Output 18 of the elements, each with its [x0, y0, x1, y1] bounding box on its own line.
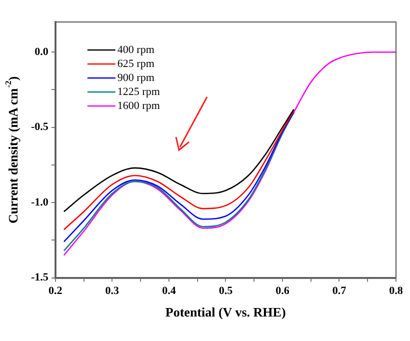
legend-label: 400 rpm [117, 44, 155, 56]
x-axis-title: Potential (V vs. RHE) [165, 304, 286, 320]
x-tick-label: 0.6 [276, 285, 290, 298]
legend-label: 1600 rpm [117, 100, 160, 112]
y-tick-label: -0.5 [30, 121, 49, 134]
y-tick-label: -1.5 [30, 272, 49, 284]
legend-label: 900 rpm [117, 72, 155, 84]
x-tick-label: 0.4 [162, 285, 176, 298]
y-tick-label: -1.0 [30, 196, 49, 208]
x-tick-label: 0.2 [48, 285, 63, 298]
x-tick-label: 0.7 [332, 285, 347, 298]
x-tick-label: 0.5 [218, 285, 234, 298]
legend-label: 625 rpm [117, 58, 155, 70]
x-tick-label: 0.8 [389, 285, 404, 298]
y-tick-label: 0.0 [34, 46, 49, 58]
x-tick-label: 0.3 [105, 285, 120, 298]
legend-label: 1225 rpm [117, 86, 160, 98]
y-axis-title: Current density (mA cm-2) [2, 76, 20, 224]
